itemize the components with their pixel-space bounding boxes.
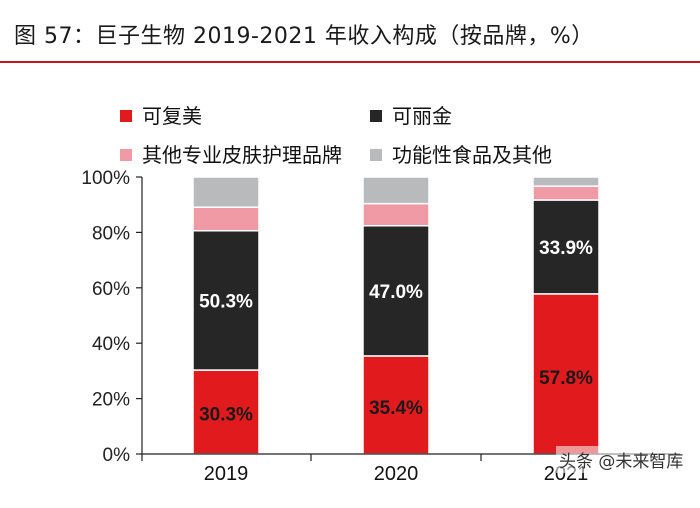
data-label: 33.9%: [539, 238, 593, 259]
legend-label-1: 可复美: [142, 104, 202, 128]
data-label: 50.3%: [199, 291, 253, 312]
bar-segment: [362, 202, 430, 227]
data-label: 35.4%: [369, 398, 423, 419]
watermark: 头条 @未来智库: [556, 446, 687, 473]
y-tick-label: 0%: [103, 445, 131, 466]
legend-label-2: 可丽金: [392, 104, 452, 128]
y-axis: 0% 20% 40% 60% 80% 100%: [81, 168, 143, 466]
y-tick-label: 40%: [92, 334, 130, 355]
x-axis: 2019 2020 2021: [141, 453, 680, 485]
legend-swatch-1: [120, 110, 132, 122]
y-tick-label: 20%: [92, 390, 130, 411]
bar-segment: [362, 225, 430, 357]
bar-segment: [192, 369, 260, 455]
y-tick-label: 60%: [92, 279, 130, 300]
legend-label-3: 其他专业皮肤护理品牌: [142, 143, 342, 167]
legend-swatch-4: [370, 149, 382, 161]
bar-segment: [532, 185, 600, 201]
legend-swatch-2: [370, 110, 382, 122]
figure-title: 图 57：巨子生物 2019-2021 年收入构成（按品牌，%）: [14, 24, 594, 49]
x-tick-label: 2019: [204, 463, 249, 485]
legend-swatch-3: [120, 149, 132, 161]
legend-label-4: 功能性食品及其他: [392, 143, 552, 167]
y-tick-label: 80%: [92, 223, 130, 244]
y-tick-label: 100%: [81, 168, 130, 189]
bar-segment: [532, 176, 600, 187]
bars: [192, 176, 600, 455]
data-label: 30.3%: [199, 405, 253, 426]
data-label: 57.8%: [539, 368, 593, 389]
bar-segment: [192, 176, 260, 208]
bar-segment: [192, 206, 260, 232]
title-divider: [0, 61, 700, 63]
bar-segment: [362, 176, 430, 205]
data-labels: 30.3% 50.3% 35.4% 47.0% 57.8% 33.9%: [199, 238, 593, 426]
x-tick-label: 2020: [374, 463, 419, 485]
bar-segment: [532, 293, 600, 455]
data-label: 47.0%: [369, 282, 423, 303]
bar-segment: [192, 229, 260, 371]
